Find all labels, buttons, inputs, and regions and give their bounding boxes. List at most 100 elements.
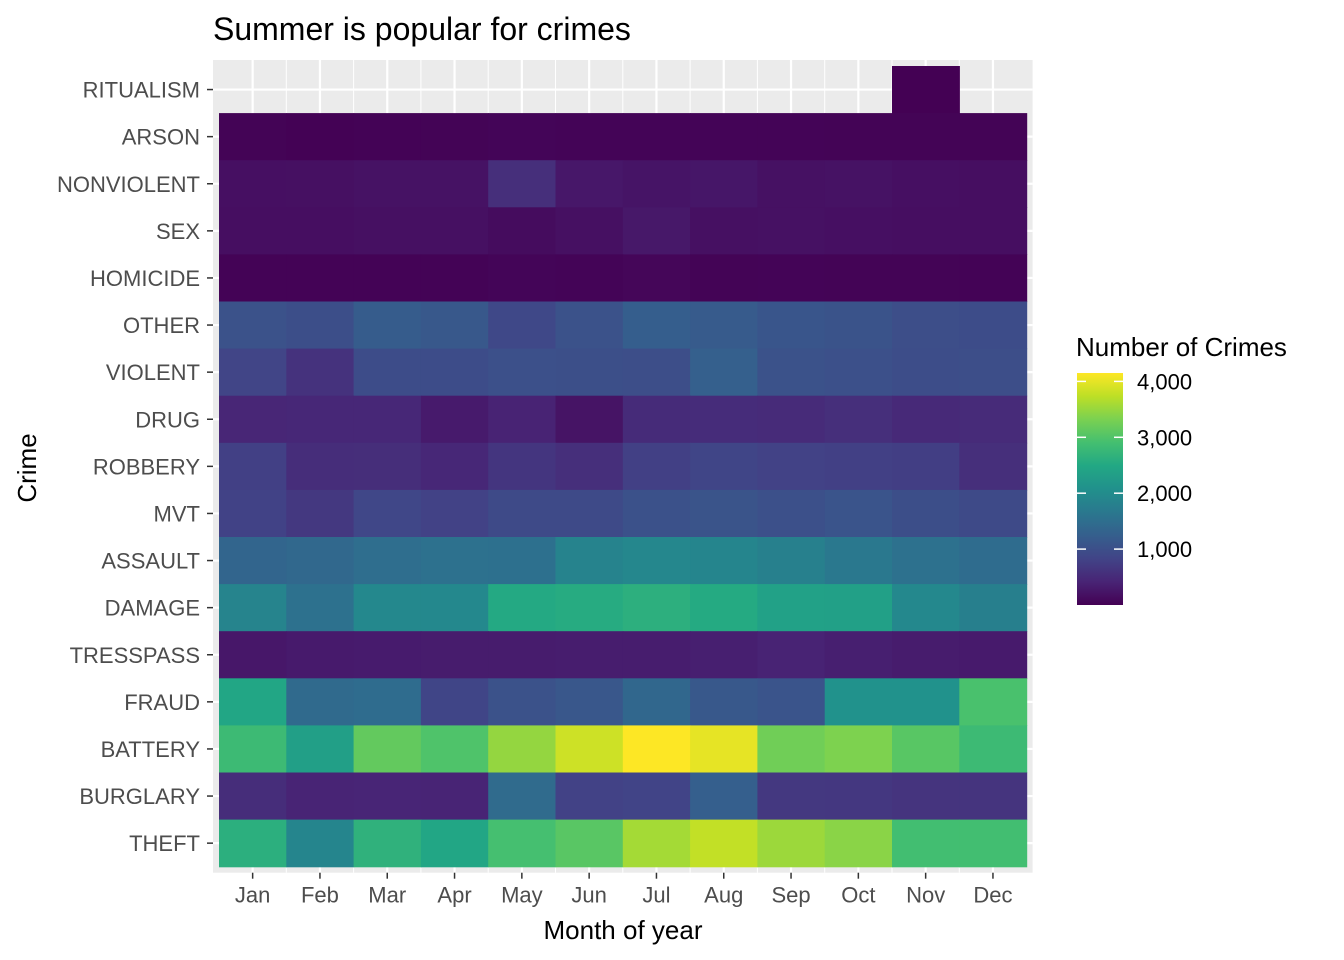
legend-tick-label-1000: 1,000: [1137, 537, 1192, 562]
tile-violent-oct: [824, 348, 893, 397]
y-tick-label-tresspass: TRESSPASS: [70, 643, 200, 668]
tile-battery-jul: [622, 725, 691, 774]
tile-damage-may: [488, 584, 557, 632]
tile-tresspass-may: [488, 631, 557, 679]
x-tick-label-sep: Sep: [771, 883, 810, 908]
tile-assault-feb: [286, 537, 355, 585]
legend-tick-label-4000: 4,000: [1137, 369, 1192, 394]
tile-violent-sep: [757, 348, 826, 397]
tile-battery-jan: [219, 725, 287, 774]
tile-battery-jun: [555, 725, 624, 774]
tile-violent-feb: [286, 348, 355, 397]
tile-damage-mar: [353, 584, 422, 632]
x-tick-label-may: May: [501, 883, 543, 908]
tile-assault-apr: [420, 537, 489, 585]
tile-violent-apr: [420, 348, 489, 397]
tile-sex-sep: [757, 207, 826, 255]
tile-violent-jul: [622, 348, 691, 397]
tile-fraud-may: [488, 678, 557, 726]
tile-drug-mar: [353, 395, 422, 444]
y-tick-label-mvt: MVT: [154, 501, 200, 526]
tile-burglary-apr: [420, 772, 489, 821]
tile-assault-jul: [622, 537, 691, 585]
tile-other-jul: [622, 301, 691, 350]
tile-robbery-jul: [622, 442, 691, 491]
tile-damage-sep: [757, 584, 826, 632]
tile-robbery-aug: [690, 442, 758, 491]
tile-sex-aug: [690, 207, 758, 255]
chart-title: Summer is popular for crimes: [213, 11, 631, 47]
tile-tresspass-jun: [555, 631, 624, 679]
tile-fraud-jan: [219, 678, 287, 726]
tile-robbery-dec: [959, 442, 1028, 491]
tile-other-mar: [353, 301, 422, 350]
plot-panel: [213, 60, 1033, 873]
x-tick-label-jan: Jan: [235, 883, 270, 908]
tile-nonviolent-dec: [959, 160, 1028, 208]
tile-burglary-dec: [959, 772, 1028, 821]
tile-fraud-nov: [892, 678, 960, 726]
y-tick-label-battery: BATTERY: [101, 737, 201, 762]
tile-sex-dec: [959, 207, 1028, 255]
tile-homicide-sep: [757, 254, 826, 303]
tile-battery-mar: [353, 725, 422, 774]
tile-burglary-feb: [286, 772, 355, 821]
y-tick-label-violent: VIOLENT: [106, 360, 200, 385]
y-tick-label-homicide: HOMICIDE: [90, 266, 200, 291]
tile-arson-apr: [420, 113, 489, 161]
tile-assault-jun: [555, 537, 624, 585]
x-axis-title: Month of year: [544, 915, 703, 945]
tile-arson-jan: [219, 113, 287, 161]
tile-nonviolent-apr: [420, 160, 489, 208]
y-tick-label-arson: ARSON: [122, 125, 200, 150]
tile-battery-may: [488, 725, 557, 774]
tile-tresspass-apr: [420, 631, 489, 679]
y-tick-label-ritualism: RITUALISM: [83, 78, 200, 103]
tile-violent-nov: [892, 348, 960, 397]
tile-nonviolent-jun: [555, 160, 624, 208]
tile-theft-oct: [824, 819, 893, 868]
tile-fraud-jun: [555, 678, 624, 726]
tile-drug-nov: [892, 395, 960, 444]
tile-homicide-jun: [555, 254, 624, 303]
tile-nonviolent-mar: [353, 160, 422, 208]
y-tick-label-sex: SEX: [156, 219, 200, 244]
x-tick-label-feb: Feb: [301, 883, 339, 908]
tile-violent-mar: [353, 348, 422, 397]
tile-nonviolent-jul: [622, 160, 691, 208]
tile-burglary-jun: [555, 772, 624, 821]
tile-other-jun: [555, 301, 624, 350]
tile-tresspass-feb: [286, 631, 355, 679]
tile-damage-dec: [959, 584, 1028, 632]
tile-battery-feb: [286, 725, 355, 774]
legend-title: Number of Crimes: [1076, 332, 1287, 362]
tile-robbery-feb: [286, 442, 355, 491]
tile-mvt-nov: [892, 489, 960, 538]
x-tick-label-dec: Dec: [973, 883, 1012, 908]
tile-sex-may: [488, 207, 557, 255]
tile-violent-aug: [690, 348, 758, 397]
tile-sex-apr: [420, 207, 489, 255]
tile-assault-aug: [690, 537, 758, 585]
tile-robbery-jan: [219, 442, 287, 491]
tile-robbery-sep: [757, 442, 826, 491]
tile-homicide-may: [488, 254, 557, 303]
tile-mvt-oct: [824, 489, 893, 538]
legend-colorbar: [1077, 373, 1123, 605]
tile-tresspass-jul: [622, 631, 691, 679]
tile-nonviolent-jan: [219, 160, 287, 208]
tile-arson-aug: [690, 113, 758, 161]
tile-theft-jun: [555, 819, 624, 868]
color-legend: Number of Crimes 1,000 2,000 3,000 4,000: [1076, 332, 1287, 605]
legend-tick-label-2000: 2,000: [1137, 481, 1192, 506]
tile-assault-nov: [892, 537, 960, 585]
tile-other-may: [488, 301, 557, 350]
tile-other-sep: [757, 301, 826, 350]
tile-drug-jul: [622, 395, 691, 444]
tile-assault-may: [488, 537, 557, 585]
x-tick-label-mar: Mar: [368, 883, 406, 908]
tile-battery-nov: [892, 725, 960, 774]
tile-arson-dec: [959, 113, 1028, 161]
tile-nonviolent-aug: [690, 160, 758, 208]
